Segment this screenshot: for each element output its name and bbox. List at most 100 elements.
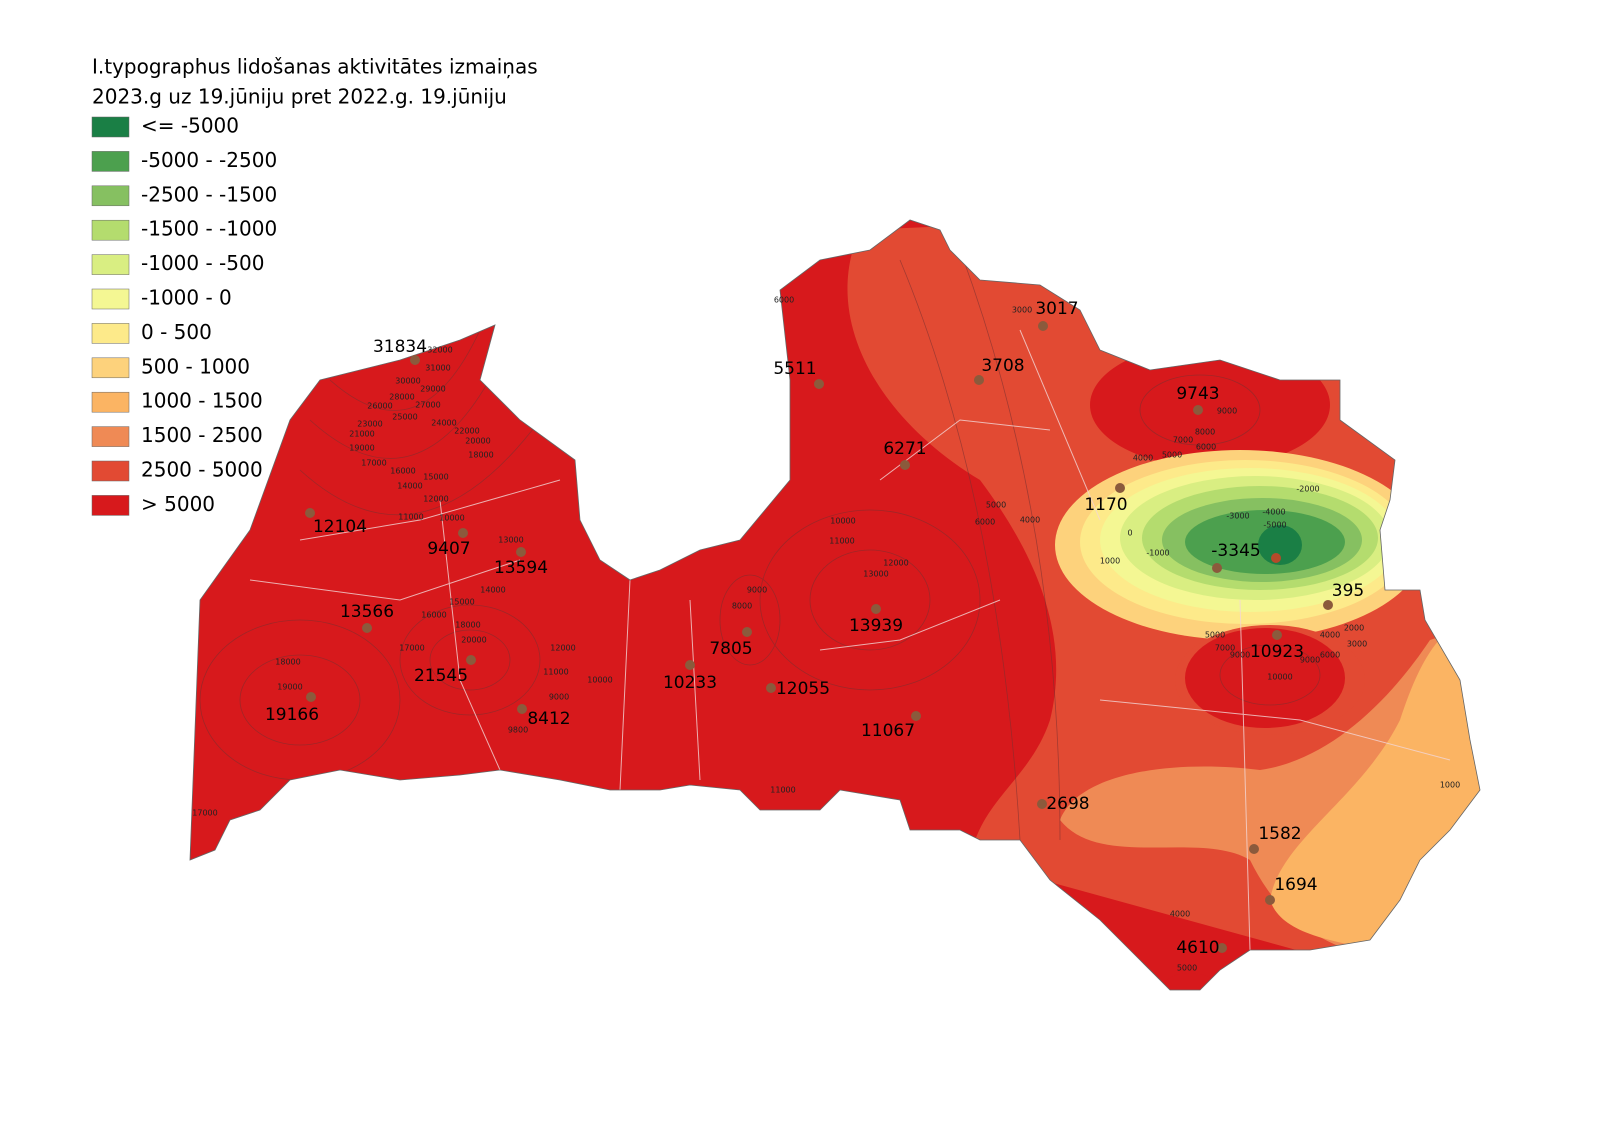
contour-label: 5000	[1177, 964, 1197, 973]
station	[766, 683, 776, 693]
borders	[249, 329, 1451, 951]
contour-label: 25000	[392, 413, 417, 422]
station	[466, 655, 476, 665]
contour-label: 19000	[277, 683, 302, 692]
contour-label: 5000	[1205, 631, 1225, 640]
contour-label: 9800	[508, 726, 528, 735]
station-label: 12055	[776, 679, 830, 699]
legend-swatch	[91, 426, 130, 447]
zone-red-se	[1185, 628, 1345, 728]
station	[1265, 895, 1275, 905]
contour-label: 9000	[1230, 651, 1250, 660]
contours	[199, 249, 1321, 841]
station-label: 10923	[1250, 642, 1304, 662]
station-label: 13939	[849, 616, 903, 636]
contour-label: 16000	[390, 467, 415, 476]
station	[1217, 943, 1227, 953]
contour-label: 7000	[1173, 436, 1193, 445]
station-label: 13594	[494, 558, 548, 578]
contour-label: 10000	[1267, 673, 1292, 682]
contour-label: 28000	[389, 393, 414, 402]
contour-label: 8000	[732, 602, 752, 611]
station-label: 395	[1332, 581, 1364, 601]
legend-label: -5000 - -2500	[141, 148, 277, 172]
station-label: 12104	[313, 517, 367, 537]
contour-label: 14000	[480, 586, 505, 595]
contour-label: 8000	[1195, 428, 1215, 437]
station	[458, 528, 468, 538]
contour-label: 9000	[1300, 656, 1320, 665]
contour-label: 18000	[275, 658, 300, 667]
legend-swatch	[91, 357, 130, 379]
station-label: 1694	[1274, 875, 1317, 895]
legend-swatch	[91, 495, 130, 516]
contour-label: 9000	[1217, 407, 1237, 416]
legend-swatch	[91, 185, 130, 207]
station-label: 9743	[1176, 384, 1219, 404]
station-label: 5511	[773, 359, 816, 379]
station-label: 8412	[527, 709, 570, 729]
contour-label: 4000	[1320, 631, 1340, 640]
station	[1193, 405, 1203, 415]
contour-label: 4000	[1133, 454, 1153, 463]
legend-swatch	[91, 460, 130, 482]
legend-swatch	[91, 323, 130, 344]
legend-swatch	[91, 254, 130, 275]
contour-label: 26000	[367, 402, 392, 411]
station-label: -3345	[1211, 541, 1260, 561]
contour-label: 11000	[829, 537, 854, 546]
contour-label: 17000	[361, 459, 386, 468]
station	[1272, 630, 1282, 640]
station-label: 3017	[1035, 299, 1078, 319]
station	[1249, 844, 1259, 854]
contour-label: 31000	[425, 364, 450, 373]
station	[362, 623, 372, 633]
station-label: 9407	[427, 539, 470, 559]
contour-label: 10000	[830, 517, 855, 526]
contour-label: 11000	[398, 513, 423, 522]
station	[742, 627, 752, 637]
contour-label: -5000	[1263, 521, 1286, 530]
contour-label: 18000	[455, 621, 480, 630]
contour-label: 19000	[349, 444, 374, 453]
contour-label: 6000	[774, 296, 794, 305]
contour-label: 16000	[421, 611, 446, 620]
contour-label: 9000	[747, 586, 767, 595]
contour-label: 11000	[543, 668, 568, 677]
contour-label: 32000	[427, 346, 452, 355]
station-label: 3708	[981, 356, 1024, 376]
contour-label: 13000	[498, 536, 523, 545]
station	[1115, 483, 1125, 493]
contour-label: 30000	[395, 377, 420, 386]
legend-title: 2023.g uz 19.jūniju pret 2022.g. 19.jūni…	[92, 85, 507, 109]
legend-swatch	[91, 151, 130, 172]
contour-label: 12000	[883, 559, 908, 568]
station-label: 21545	[414, 666, 468, 686]
contour-label: -1000	[1146, 549, 1169, 558]
station	[911, 711, 921, 721]
contour-label: 6000	[1320, 651, 1340, 660]
contour-label: 5000	[1162, 451, 1182, 460]
station-label: 11067	[861, 721, 915, 741]
station-label: 1582	[1258, 824, 1301, 844]
legend-title: I.typographus lidošanas aktivitātes izma…	[92, 55, 538, 79]
legend-swatch	[91, 116, 130, 138]
contour-label: 17000	[192, 809, 217, 818]
contour-label: 6000	[975, 518, 995, 527]
station-label: 6271	[883, 439, 926, 459]
station	[1037, 799, 1047, 809]
contour-label: 15000	[423, 473, 448, 482]
contour-label: 24000	[431, 419, 456, 428]
station-label: 1170	[1084, 495, 1127, 515]
legend-label: -2500 - -1500	[141, 182, 277, 206]
legend-swatch	[91, 391, 130, 413]
contour-label: -3000	[1226, 512, 1249, 521]
station	[1038, 321, 1048, 331]
station-dot	[1271, 553, 1281, 563]
station	[305, 508, 315, 518]
station-label: 19166	[265, 705, 319, 725]
station	[974, 375, 984, 385]
contour-label: 0	[1127, 529, 1132, 538]
contour-label: 7000	[1215, 644, 1235, 653]
